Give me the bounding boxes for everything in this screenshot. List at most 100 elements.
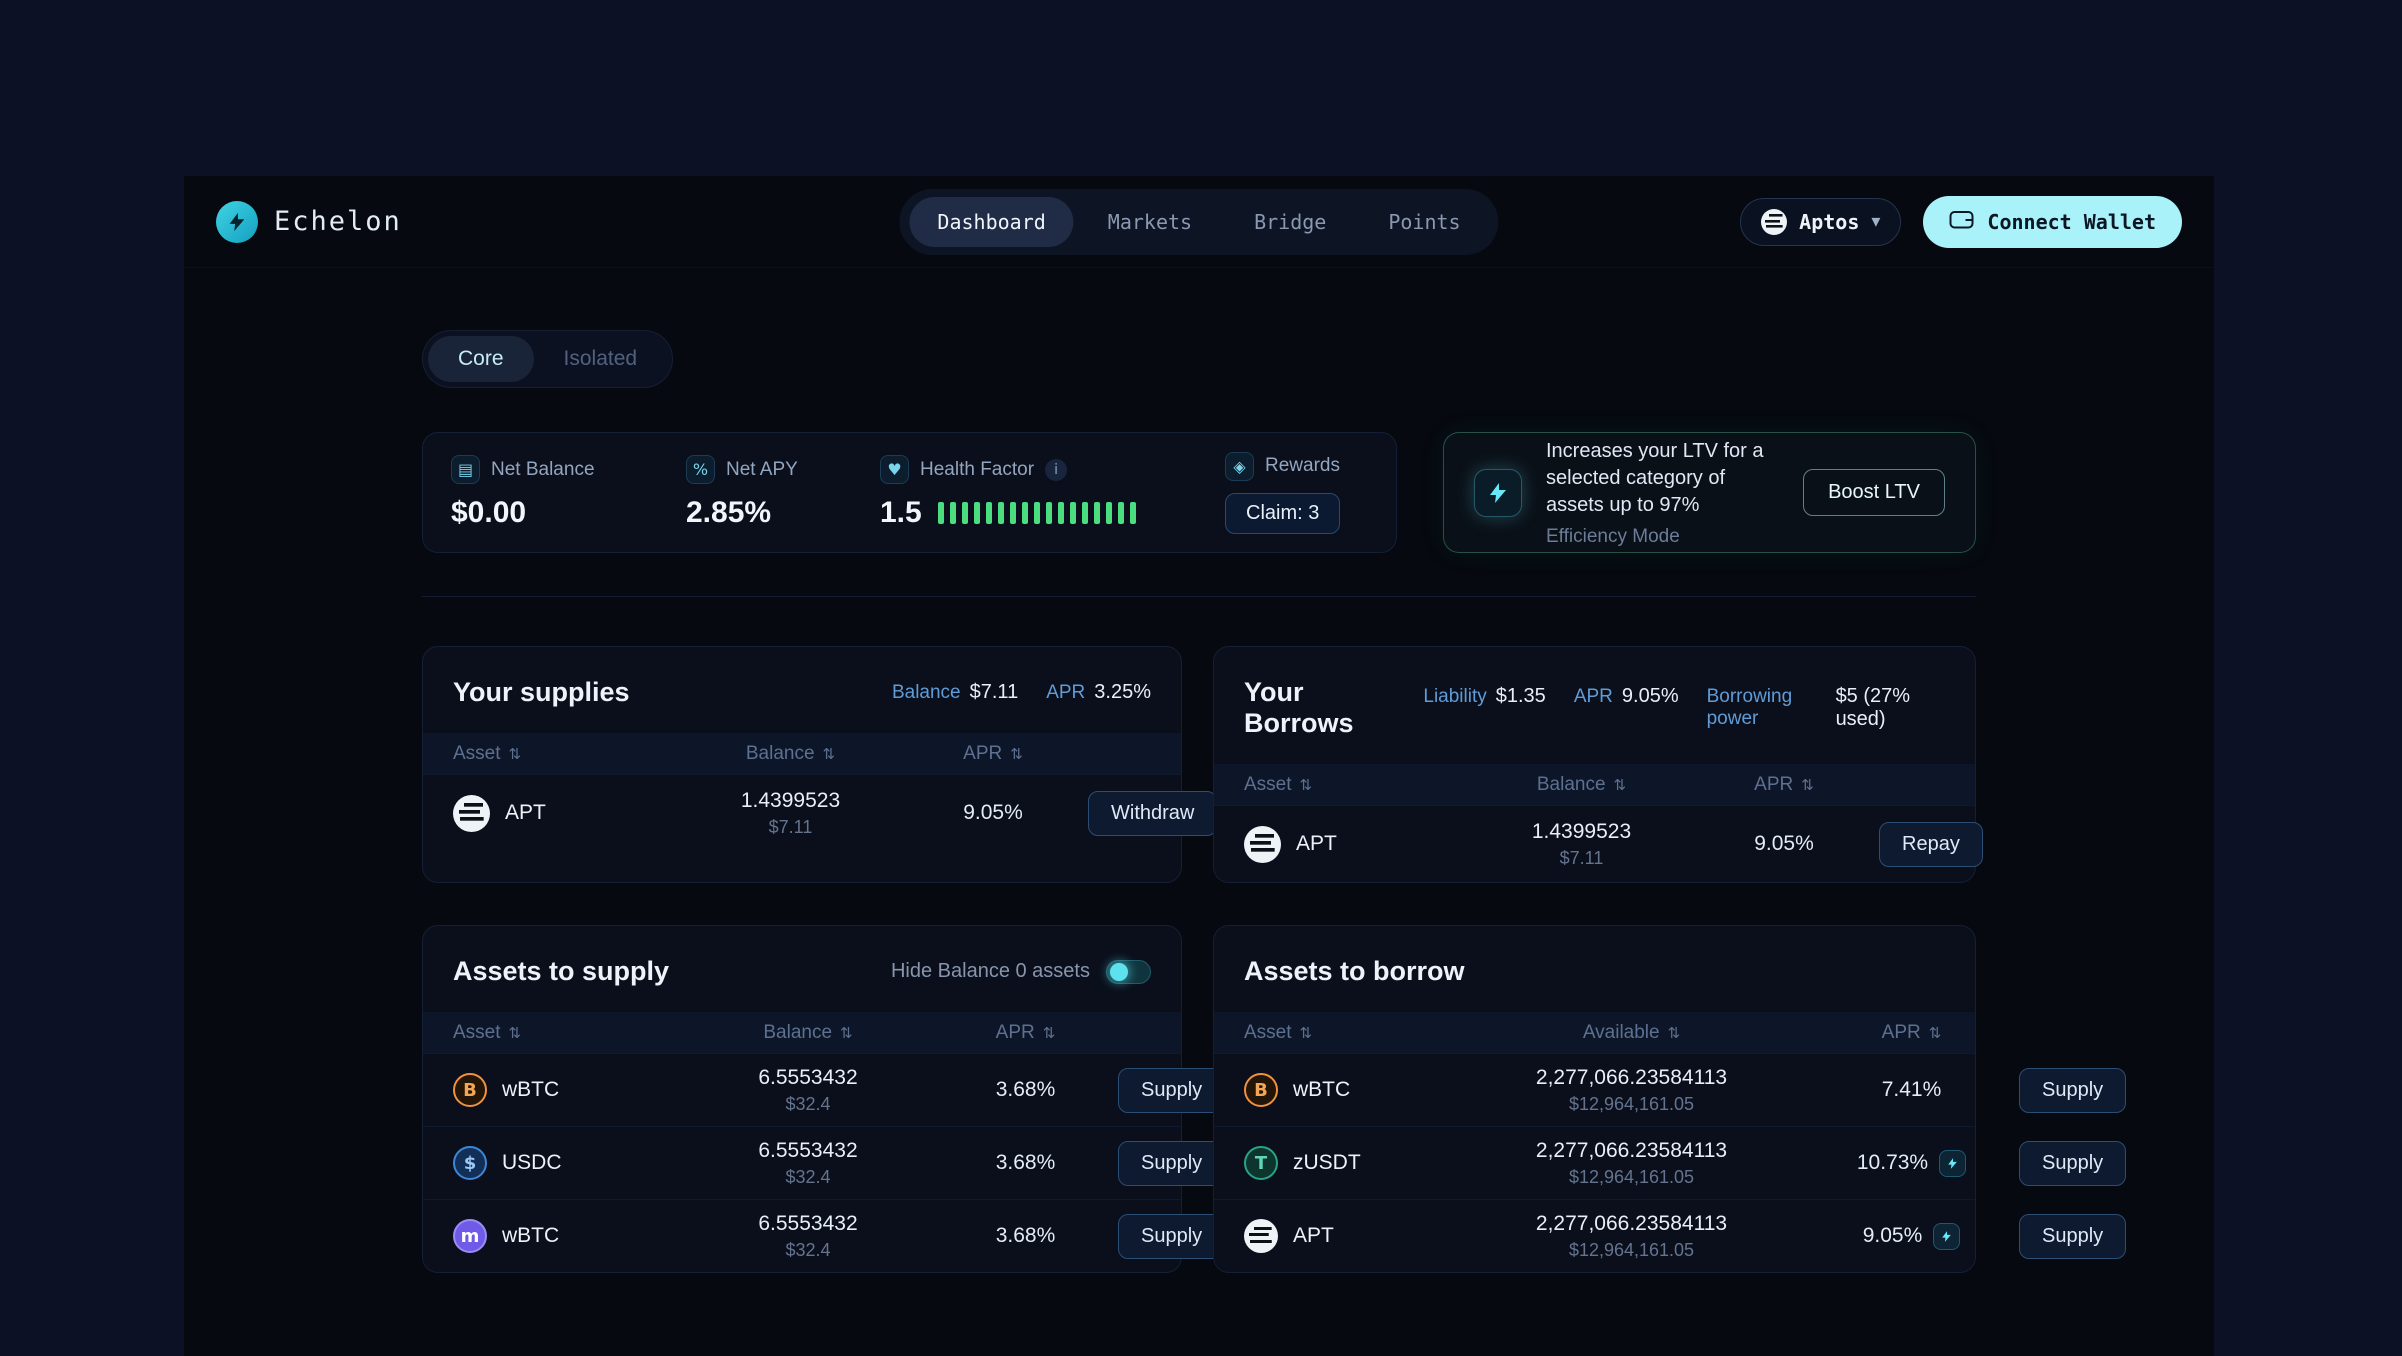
col-asset[interactable]: Asset ⇅ [1244,1021,1313,1043]
top-right-controls: Aptos ▾ Connect Wallet [1740,195,2182,248]
wbtc-coin-icon: B [453,1073,487,1107]
col-apr[interactable]: APR ⇅ [1754,773,1814,795]
health-factor-bars [937,502,1136,524]
info-icon[interactable]: i [1045,458,1068,481]
asset-name: wBTC [502,1224,560,1247]
nav-item-dashboard[interactable]: Dashboard [909,196,1074,247]
hide-zero-balance-toggle[interactable] [1106,959,1151,984]
assets-to-borrow-title: Assets to borrow [1244,956,1465,986]
borrow-asset-row-wbtc: B wBTC 2,277,066.23584113 $12,964,161.05… [1214,1053,2127,1126]
available-amount: 2,277,066.23584113 [1535,1138,1728,1162]
tab-isolated[interactable]: Isolated [563,347,638,370]
claim-rewards-button[interactable]: Claim: 3 [1225,492,1341,534]
balance-amount: 6.5553432 [758,1211,858,1235]
supply-button[interactable]: Supply [1118,1140,1226,1186]
supply-button[interactable]: Supply [2019,1213,2127,1259]
sort-icon: ⇅ [840,1023,853,1042]
nav-item-points[interactable]: Points [1388,209,1461,234]
sort-icon: ⇅ [1928,1023,1942,1042]
supply-button[interactable]: Supply [1118,1067,1226,1113]
supply-asset-row-usdc: $ USDC 6.5553432 $32.4 3.68% Supply [423,1126,1226,1199]
col-asset[interactable]: Asset ⇅ [1244,773,1313,795]
boosted-apr-icon[interactable] [1939,1149,1967,1177]
apy-stat-icon: % [686,455,715,484]
your-borrows-card: Your Borrows Liability $1.35 APR 9.05% Bor… [1213,646,1983,883]
col-apr[interactable]: APR ⇅ [963,742,1023,764]
wallet-icon [1949,209,1974,235]
health-factor-value: 1.5 [880,496,922,529]
brand[interactable]: Echelon [216,200,402,243]
connect-wallet-button[interactable]: Connect Wallet [1923,195,2182,248]
main-nav: Dashboard Markets Bridge Points [899,188,1499,255]
gift-stat-icon: ◈ [1225,451,1254,481]
supply-button[interactable]: Supply [1118,1213,1226,1259]
efficiency-description: Increases your LTV for a selected catego… [1546,439,1764,516]
assets-to-supply-card: Assets to supply Hide Balance 0 assets A… [422,925,1226,1273]
sort-icon: ⇅ [1299,1023,1313,1042]
boosted-apr-icon[interactable] [1933,1222,1961,1250]
assets-supply-table-header: Asset ⇅ Balance ⇅ APR ⇅ [423,1012,1181,1053]
balance-amount: 6.5553432 [758,1138,858,1162]
assets-to-borrow-card: Assets to borrow Asset ⇅ Available ⇅ APR ⇅ … [1213,925,2127,1273]
positions-row: Your supplies Balance $7.11 APR 3.25% Asse… [422,646,1983,883]
apr-value: 9.05% [963,801,1023,824]
usdc-coin-icon: $ [453,1146,487,1180]
sort-icon: ⇅ [822,744,836,763]
repay-button[interactable]: Repay [1879,821,1983,867]
asset-name: APT [1296,832,1337,855]
hide-zero-balance-label: Hide Balance 0 assets [890,960,1090,982]
boost-ltv-button[interactable]: Boost LTV [1803,469,1945,516]
balance-usd: $32.4 [785,1093,831,1114]
chevron-down-icon: ▾ [1871,211,1881,232]
col-apr[interactable]: APR ⇅ [1881,1021,1942,1043]
supplies-title: Your supplies [453,677,630,707]
col-apr[interactable]: APR ⇅ [995,1021,1056,1043]
col-asset[interactable]: Asset ⇅ [453,1021,522,1043]
nav-item-bridge[interactable]: Bridge [1254,209,1327,234]
supply-asset-row-wbtc-2: m wBTC 6.5553432 $32.4 3.68% Supply [423,1199,1226,1272]
col-available[interactable]: Available ⇅ [1582,1021,1681,1043]
balance-usd: $32.4 [785,1239,831,1260]
dashboard-content: Core Isolated ▤ Net Balance $0.00 % Net … [422,330,2127,1273]
borrows-table-header: Asset ⇅ Balance ⇅ APR ⇅ [1214,764,1975,805]
sort-icon: ⇅ [1010,744,1023,763]
network-name: Aptos [1799,209,1860,234]
supplies-apr-label: APR [1046,682,1086,703]
borrow-row-apt: APT 1.4399523 $7.11 9.05% Repay [1214,805,1983,882]
your-supplies-card: Your supplies Balance $7.11 APR 3.25% Asse… [422,646,1218,883]
net-apy-value: 2.85% [686,496,772,529]
network-selector[interactable]: Aptos ▾ [1740,197,1902,246]
supply-button[interactable]: Supply [2019,1140,2127,1186]
available-usd: $12,964,161.05 [1568,1166,1695,1187]
supplies-table-header: Asset ⇅ Balance ⇅ APR ⇅ [423,733,1181,774]
app-window: Echelon Dashboard Markets Bridge Points … [184,176,2214,1356]
supplies-summary: Balance $7.11 APR 3.25% [876,681,1151,704]
apt-coin-icon [453,794,490,832]
apr-value: 10.73% [1856,1151,1929,1174]
asset-name: wBTC [502,1078,560,1101]
supply-button[interactable]: Supply [2019,1067,2127,1113]
apt-coin-icon [1244,1219,1278,1253]
borrowing-power-label: Borrowing power [1706,686,1793,729]
supply-asset-row-wbtc: B wBTC 6.5553432 $32.4 3.68% Supply [423,1053,1226,1126]
nav-item-markets[interactable]: Markets [1107,209,1193,234]
asset-name: wBTC [1293,1078,1351,1101]
col-balance[interactable]: Balance ⇅ [1536,773,1627,795]
efficiency-text: Increases your LTV for a selected catego… [1546,438,1779,548]
withdraw-button[interactable]: Withdraw [1088,790,1218,836]
stats-row: ▤ Net Balance $0.00 % Net APY 2.85% ♥ [422,432,1976,553]
sort-icon: ⇅ [1613,775,1627,794]
available-amount: 2,277,066.23584113 [1535,1065,1728,1089]
borrows-summary: Liability $1.35 APR 9.05% Borrowing power $… [1407,685,1945,731]
health-factor-stat: ♥ Health Factor i 1.5 [880,455,1225,530]
col-balance[interactable]: Balance ⇅ [745,742,836,764]
apt-coin-icon [1244,825,1281,863]
available-usd: $12,964,161.05 [1568,1093,1695,1114]
net-balance-stat: ▤ Net Balance $0.00 [451,455,686,530]
col-asset[interactable]: Asset ⇅ [453,742,522,764]
aptos-network-icon [1761,208,1788,235]
borrow-asset-row-apt: APT 2,277,066.23584113 $12,964,161.05 9.… [1214,1199,2127,1272]
tab-core[interactable]: Core [428,336,534,382]
col-balance[interactable]: Balance ⇅ [763,1021,853,1043]
balance-usd: $7.11 [768,816,813,837]
